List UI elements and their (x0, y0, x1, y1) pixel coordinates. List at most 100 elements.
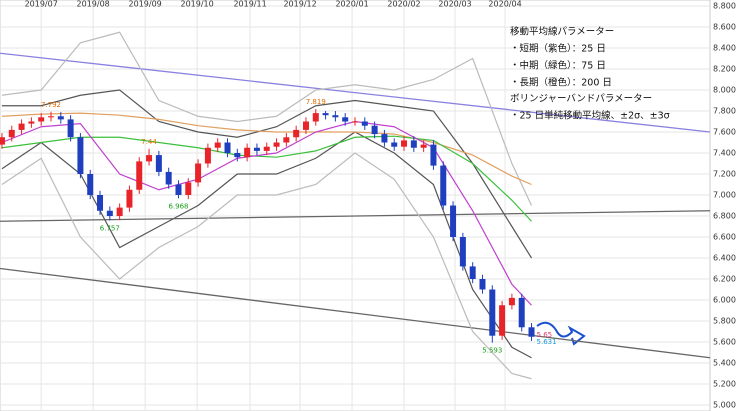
y-tick-label: 8.000 (713, 86, 736, 95)
annotation: 5.631 (537, 338, 557, 346)
candle-body (430, 144, 437, 166)
x-tick-label: 2019/09 (129, 0, 162, 9)
candle-body (136, 161, 143, 190)
candle-body (214, 142, 221, 148)
y-tick-label: 6.600 (713, 233, 736, 242)
y-tick-label: 6.200 (713, 275, 736, 284)
x-tick-label: 2019/12 (283, 0, 316, 9)
y-tick-label: 8.200 (713, 65, 736, 74)
candle-body (18, 123, 25, 130)
candle-body (47, 116, 54, 118)
candle-body (381, 134, 388, 143)
candle-body (234, 153, 241, 158)
candle-body (8, 129, 15, 138)
y-tick-label: 5.600 (713, 338, 736, 347)
indicator-line (1, 135, 532, 222)
trend-line (0, 267, 711, 359)
annotation: 6.757 (100, 225, 120, 233)
x-tick-label: 2019/11 (233, 0, 266, 9)
annotation: 6.968 (168, 202, 188, 210)
legend-text: ボリンジャーバンドパラメーター (510, 94, 652, 105)
candle-body (302, 121, 309, 130)
candle-body (312, 113, 319, 122)
trend-line (0, 52, 711, 133)
candle-body (479, 279, 486, 290)
candle-body (28, 121, 35, 124)
candle-body (77, 137, 84, 174)
candle-body (342, 117, 349, 122)
candle-body (459, 237, 466, 267)
candle-body (116, 207, 123, 216)
y-tick-label: 6.000 (713, 296, 736, 305)
y-tick-label: 7.400 (713, 149, 736, 158)
y-tick-label: 5.000 (713, 401, 736, 410)
y-tick-label: 5.800 (713, 317, 736, 326)
legend-text: ・短期（紫色）：25 日 (510, 43, 606, 55)
candle-body (401, 140, 408, 147)
legend: 移動平均線パラメーター ・短期（紫色）：25 日 ・中期（緑色）：75 日 ・長… (510, 26, 670, 122)
candle-body (371, 125, 378, 135)
candle-body (410, 140, 417, 148)
trend-line (0, 210, 711, 222)
candle-body (146, 155, 153, 162)
candle-body (352, 121, 358, 123)
candle-body (195, 163, 202, 183)
candle-body (67, 119, 74, 138)
candle-body (106, 210, 113, 216)
x-tick-label: 2020/01 (335, 0, 368, 9)
candle-body (361, 121, 368, 126)
y-tick-label: 7.800 (713, 107, 736, 116)
candle-body (508, 297, 515, 306)
candle-body (293, 129, 300, 138)
annotation: 5.593 (482, 347, 502, 355)
candle-body (0, 137, 5, 145)
candle-body (97, 195, 104, 211)
candle-body (450, 205, 457, 237)
candle-body (204, 147, 211, 164)
arrow (536, 321, 586, 346)
y-tick-label: 8.800 (713, 2, 736, 11)
indicator-line (1, 131, 532, 359)
annotation: 5.65 (537, 331, 553, 339)
x-tick-label: 2019/08 (77, 0, 110, 9)
candle-body (469, 266, 476, 279)
candle-body (391, 142, 398, 147)
y-tick-label: 7.000 (713, 191, 736, 200)
y-tick-label: 7.600 (713, 128, 736, 137)
candle-body (126, 189, 133, 208)
candle-body (528, 327, 535, 337)
legend-text: ・中期（緑色）：75 日 (510, 60, 606, 72)
candle-body (332, 115, 339, 118)
candle-body (185, 182, 192, 195)
indicator-line (1, 152, 532, 380)
y-tick-label: 5.400 (713, 359, 736, 368)
x-tick-label: 2019/07 (25, 0, 58, 9)
candle-body (155, 155, 162, 172)
legend-text: ・長期（橙色）：200 日 (510, 77, 612, 89)
candle-body (420, 144, 427, 148)
candle-body (489, 289, 496, 336)
y-tick-label: 7.200 (713, 170, 736, 179)
y-tick-label: 8.600 (713, 23, 736, 32)
x-tick-label: 2020/04 (488, 0, 521, 9)
candle-body (322, 113, 329, 116)
candle-body (263, 146, 270, 151)
candle-body (175, 184, 182, 195)
x-tick-label: 2020/02 (387, 0, 420, 9)
indicator-line (1, 112, 532, 186)
y-tick-label: 8.400 (713, 44, 736, 53)
legend-text: ・25 日単純移動平均線、±2σ、±3σ (510, 110, 670, 122)
x-tick-label: 2020/03 (438, 0, 471, 9)
candle-body (253, 147, 260, 151)
y-tick-label: 6.400 (713, 254, 736, 263)
candle-body (518, 297, 525, 328)
indicator-line (1, 120, 532, 306)
candle-body (440, 165, 447, 206)
candle-body (165, 171, 172, 185)
candle-body (224, 142, 231, 153)
indicator-line (1, 31, 533, 206)
annotation: 7.819 (306, 98, 326, 106)
y-tick-label: 6.800 (713, 212, 736, 221)
candle-body (244, 147, 251, 158)
candle-body (283, 137, 290, 143)
